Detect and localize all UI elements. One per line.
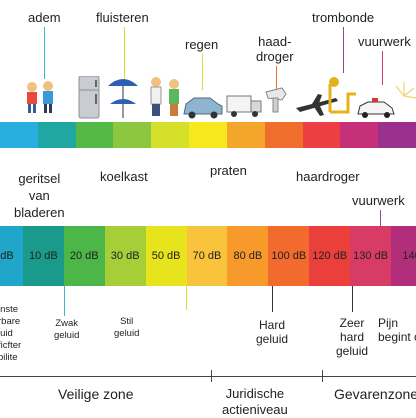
scale-seg-10: 10 dB: [22, 226, 64, 286]
stripe-seg: [37, 122, 76, 148]
stripe-seg: [226, 122, 265, 148]
car-icon: [183, 97, 223, 119]
scale-seg-100: 100 dB: [268, 226, 310, 286]
connector-adem: [44, 27, 45, 79]
trombone-icon: [328, 77, 356, 114]
label-stil: Stil geluid: [114, 316, 140, 339]
hairdryer-icon: [265, 87, 287, 113]
people-talking-icon: [150, 77, 179, 116]
label-koelkast: koelkast: [100, 169, 148, 184]
scale-seg-80: 80 dB: [227, 226, 269, 286]
scale-label: 10 dB: [28, 250, 58, 262]
label-adem: adem: [28, 10, 61, 25]
scale-seg-140: 140: [391, 226, 416, 286]
label-hard: Hard geluid: [256, 318, 289, 346]
connector-zwak: [64, 286, 65, 316]
label-regen: regen: [185, 37, 219, 52]
label-geritsel: geritsel van bladeren: [14, 171, 65, 220]
label-vuurwerk-top: vuurwerk: [358, 34, 411, 49]
stripe-seg: [113, 122, 152, 148]
scale-seg-50: 50 dB: [145, 226, 187, 286]
zone-veilig: Veilige zone: [58, 386, 134, 402]
connector-vuurwerk: [382, 51, 383, 85]
connector-regen: [202, 54, 203, 90]
children-icon: [27, 81, 53, 113]
stripe-seg: [75, 122, 114, 148]
connector-trombonde: [343, 27, 344, 73]
scale-label: 130 dB: [353, 250, 389, 262]
connector-vuurwerk-mid: [380, 210, 381, 228]
scale-label: 120 dB: [312, 250, 348, 262]
scale-label: 0 dB: [0, 250, 14, 262]
scale-seg-20: 20 dB: [63, 226, 105, 286]
connector-stil: [186, 286, 187, 310]
stripe-seg: [340, 122, 379, 148]
umbrella-icon: [108, 79, 138, 118]
scale-seg-120: 120 dB: [309, 226, 351, 286]
label-haardroger-mid: haardroger: [296, 169, 360, 184]
connector-fluisteren: [124, 27, 125, 79]
zone-juridisch: Juridische actieniveau: [222, 386, 288, 417]
scale-label: 30 dB: [110, 250, 140, 262]
scale-label: 80 dB: [233, 250, 263, 262]
top-color-stripe: [0, 122, 416, 148]
stripe-seg: [189, 122, 227, 148]
connector-zeer-hard: [352, 286, 353, 312]
zone-separator: [0, 376, 416, 377]
scale-label: 100 dB: [271, 250, 307, 262]
scale-seg-70: 70 dB: [186, 226, 228, 286]
label-zwak: Zwak geluid: [54, 318, 80, 341]
refrigerator-icon: [78, 76, 100, 119]
scale-label: 70 dB: [192, 250, 222, 262]
zone-tick-2: [322, 370, 323, 382]
label-praten: praten: [210, 163, 247, 178]
stripe-seg: [151, 122, 190, 148]
label-zachtste: inste rbare luid ficfter bilite: [0, 304, 22, 363]
label-vuurwerk-mid: vuurwerk: [352, 193, 405, 208]
stripe-seg: [378, 122, 416, 148]
label-zeer-hard: Zeer hard geluid: [336, 316, 369, 358]
label-fluisteren: fluisteren: [96, 10, 149, 25]
scale-label: 140: [402, 250, 416, 262]
label-trombonde: trombonde: [312, 10, 375, 25]
icons-row: [27, 76, 416, 119]
stripe-seg: [0, 122, 38, 148]
label-haardroger-top: haad- droger: [256, 34, 294, 64]
scale-seg-130: 130 dB: [350, 226, 392, 286]
scale-label: 50 dB: [151, 250, 181, 262]
stripe-seg: [264, 122, 303, 148]
zone-gevaren: Gevarenzone: [334, 386, 416, 402]
db-scale-bar: 0 dB 10 dB 20 dB 30 dB 50 dB 70 dB 80 dB…: [0, 226, 416, 286]
airplane-icon: [296, 94, 338, 116]
connector-hard: [272, 286, 273, 312]
stripe-seg: [302, 122, 341, 148]
scale-seg-30: 30 dB: [104, 226, 146, 286]
scale-label: 20 dB: [69, 250, 99, 262]
label-pijn: Pijn begint o: [378, 316, 416, 344]
scale-seg-0: 0 dB: [0, 226, 23, 286]
zone-tick-1: [211, 370, 212, 382]
truck-icon: [226, 95, 262, 117]
police-car-icon: [357, 98, 395, 118]
fireworks-icon: [395, 82, 416, 99]
connector-haardroger: [276, 66, 277, 90]
